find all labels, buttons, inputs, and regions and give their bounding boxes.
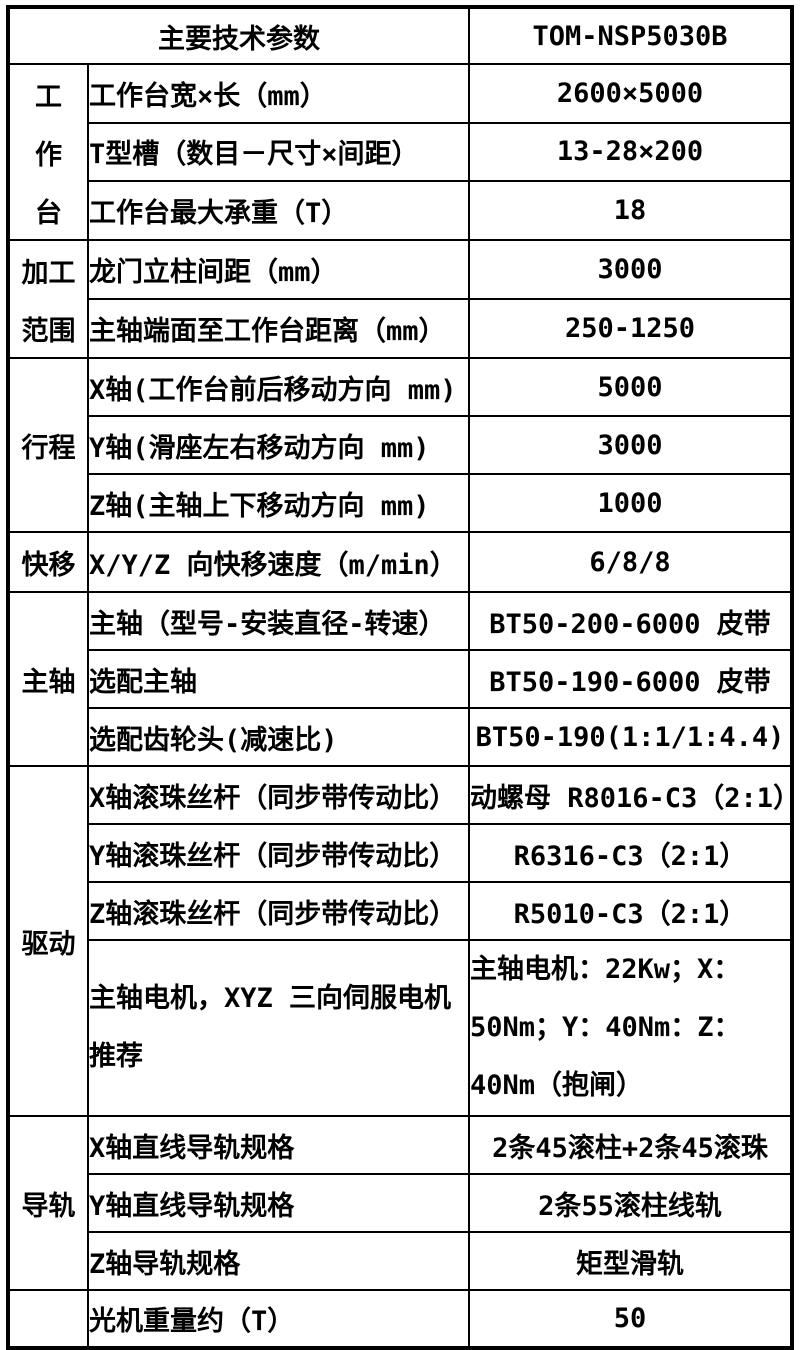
value-cell: 18 — [468, 180, 793, 241]
value-cell: 13-28×200 — [468, 121, 793, 183]
value-cell: 2600×5000 — [468, 63, 793, 124]
param-cell: 主轴电机，XYZ 三向伺服电机推荐 — [87, 939, 470, 1117]
param-cell: Y轴滚珠丝杆（同步带传动比） — [87, 823, 470, 883]
group-label-line: 工 — [35, 81, 62, 113]
group-label-line: 作 — [35, 139, 62, 171]
group-cell-guideway: 导轨 — [7, 1115, 89, 1291]
table-row: 驱动 X轴滚珠丝杆（同步带传动比） 动螺母 R8016-C3（2:1） — [7, 765, 793, 1117]
table-row: 工作台最大承重（T） 18 — [8, 180, 793, 241]
param-cell: Z轴(主轴上下移动方向 mm) — [87, 473, 470, 533]
group-cell-misc — [7, 1289, 89, 1349]
param-cell: 龙门立柱间距（mm） — [87, 239, 470, 300]
group-cell-drive: 驱动 — [7, 765, 89, 1117]
table-row: 导轨 X轴直线导轨规格 2条45滚柱+2条45滚珠 — [7, 1115, 793, 1291]
group-label-line: 快移 — [21, 549, 76, 581]
table-row: 选配主轴 BT50-190-6000 皮带 — [8, 649, 793, 709]
param-cell: 主轴端面至工作台距离（mm） — [87, 298, 470, 359]
group-label-line: 行程 — [21, 432, 76, 464]
value-cell: BT50-200-6000 皮带 — [468, 591, 793, 651]
group-label-line: 台 — [35, 197, 62, 229]
value-cell: 250-1250 — [468, 298, 793, 359]
value-cell: 5000 — [468, 357, 793, 417]
model-cell: TOM-NSP5030B — [468, 6, 793, 65]
param-cell: 工作台最大承重（T） — [87, 180, 470, 241]
table-row: T型槽（数目－尺寸×间距） 13-28×200 — [8, 121, 793, 183]
group-cell-machining-range: 加工 范围 — [7, 239, 89, 359]
group-label-line: 驱动 — [21, 928, 76, 960]
value-cell: BT50-190(1:1/1:4.4) — [468, 707, 793, 767]
value-cell: 1000 — [468, 473, 793, 533]
value-cell: 2条55滚柱线轨 — [468, 1173, 793, 1233]
table-row: Y轴(滑座左右移动方向 mm) 3000 — [8, 415, 793, 475]
param-cell: Z轴导轨规格 — [87, 1231, 470, 1291]
group-cell-travel: 行程 — [7, 357, 89, 533]
param-cell: Y轴(滑座左右移动方向 mm) — [87, 415, 470, 475]
value-cell: 3000 — [468, 239, 793, 300]
table-row: Y轴直线导轨规格 2条55滚柱线轨 — [8, 1173, 793, 1233]
param-cell: X轴(工作台前后移动方向 mm) — [87, 357, 470, 417]
param-cell: 选配主轴 — [87, 649, 470, 709]
table-row: 行程 X轴(工作台前后移动方向 mm) 5000 — [7, 357, 793, 533]
table-row: 光机重量约（T） 50 — [7, 1289, 793, 1349]
param-cell: 主轴（型号-安装直径-转速） — [87, 591, 470, 651]
spec-table: 主要技术参数 TOM-NSP5030B 工 作 台 工作台宽×长（mm） 260… — [6, 5, 794, 1350]
param-cell: 选配齿轮头(减速比) — [87, 707, 470, 767]
page: 主要技术参数 TOM-NSP5030B 工 作 台 工作台宽×长（mm） 260… — [6, 5, 794, 1350]
group-label-line: 主轴 — [21, 666, 76, 698]
param-cell: Z轴滚珠丝杆（同步带传动比） — [87, 881, 470, 941]
group-cell-rapid-traverse: 快移 — [7, 531, 89, 593]
table-row: 主轴 主轴（型号-安装直径-转速） BT50-200-6000 皮带 — [7, 591, 793, 767]
header-title: 主要技术参数 — [7, 6, 470, 65]
table-row: 主轴端面至工作台距离（mm） 250-1250 — [8, 298, 793, 359]
param-cell: X/Y/Z 向快移速度（m/min） — [87, 531, 470, 593]
table-row: 快移 X/Y/Z 向快移速度（m/min） 6/8/8 — [7, 531, 793, 593]
value-cell: 2条45滚柱+2条45滚珠 — [468, 1115, 793, 1175]
value-cell: R6316-C3（2:1） — [468, 823, 793, 883]
group-cell-worktable: 工 作 台 — [7, 63, 89, 241]
group-label-line: 范围 — [21, 315, 76, 347]
group-label-line: 导轨 — [21, 1190, 76, 1222]
group-cell-spindle: 主轴 — [7, 591, 89, 767]
value-cell: 动螺母 R8016-C3（2:1） — [468, 765, 793, 825]
param-cell: X轴直线导轨规格 — [87, 1115, 470, 1175]
header-row: 主要技术参数 TOM-NSP5030B — [7, 6, 793, 65]
param-cell: 光机重量约（T） — [87, 1289, 470, 1349]
table-row: Z轴滚珠丝杆（同步带传动比） R5010-C3（2:1） — [8, 881, 793, 941]
param-cell: 工作台宽×长（mm） — [87, 63, 470, 124]
value-cell: 6/8/8 — [468, 531, 793, 593]
table-row: 加工 范围 龙门立柱间距（mm） 3000 — [7, 239, 793, 359]
value-cell: R5010-C3（2:1） — [468, 881, 793, 941]
table-row: Y轴滚珠丝杆（同步带传动比） R6316-C3（2:1） — [8, 823, 793, 883]
value-cell: 50 — [468, 1289, 793, 1349]
table-row: 选配齿轮头(减速比) BT50-190(1:1/1:4.4) — [8, 707, 793, 767]
param-cell: X轴滚珠丝杆（同步带传动比） — [87, 765, 470, 825]
value-cell: 主轴电机：22Kw；X：50Nm；Y：40Nm：Z：40Nm（抱闸） — [468, 939, 793, 1117]
table-row: Z轴导轨规格 矩型滑轨 — [8, 1231, 793, 1291]
value-cell: 矩型滑轨 — [468, 1231, 793, 1291]
table-row: 工 作 台 工作台宽×长（mm） 2600×5000 — [7, 63, 793, 241]
value-cell: BT50-190-6000 皮带 — [468, 649, 793, 709]
param-cell: T型槽（数目－尺寸×间距） — [87, 121, 470, 183]
table-row: 主轴电机，XYZ 三向伺服电机推荐 主轴电机：22Kw；X：50Nm；Y：40N… — [8, 939, 793, 1117]
group-label-line: 加工 — [21, 257, 76, 289]
table-row: Z轴(主轴上下移动方向 mm) 1000 — [8, 473, 793, 533]
value-cell: 3000 — [468, 415, 793, 475]
param-cell: Y轴直线导轨规格 — [87, 1173, 470, 1233]
